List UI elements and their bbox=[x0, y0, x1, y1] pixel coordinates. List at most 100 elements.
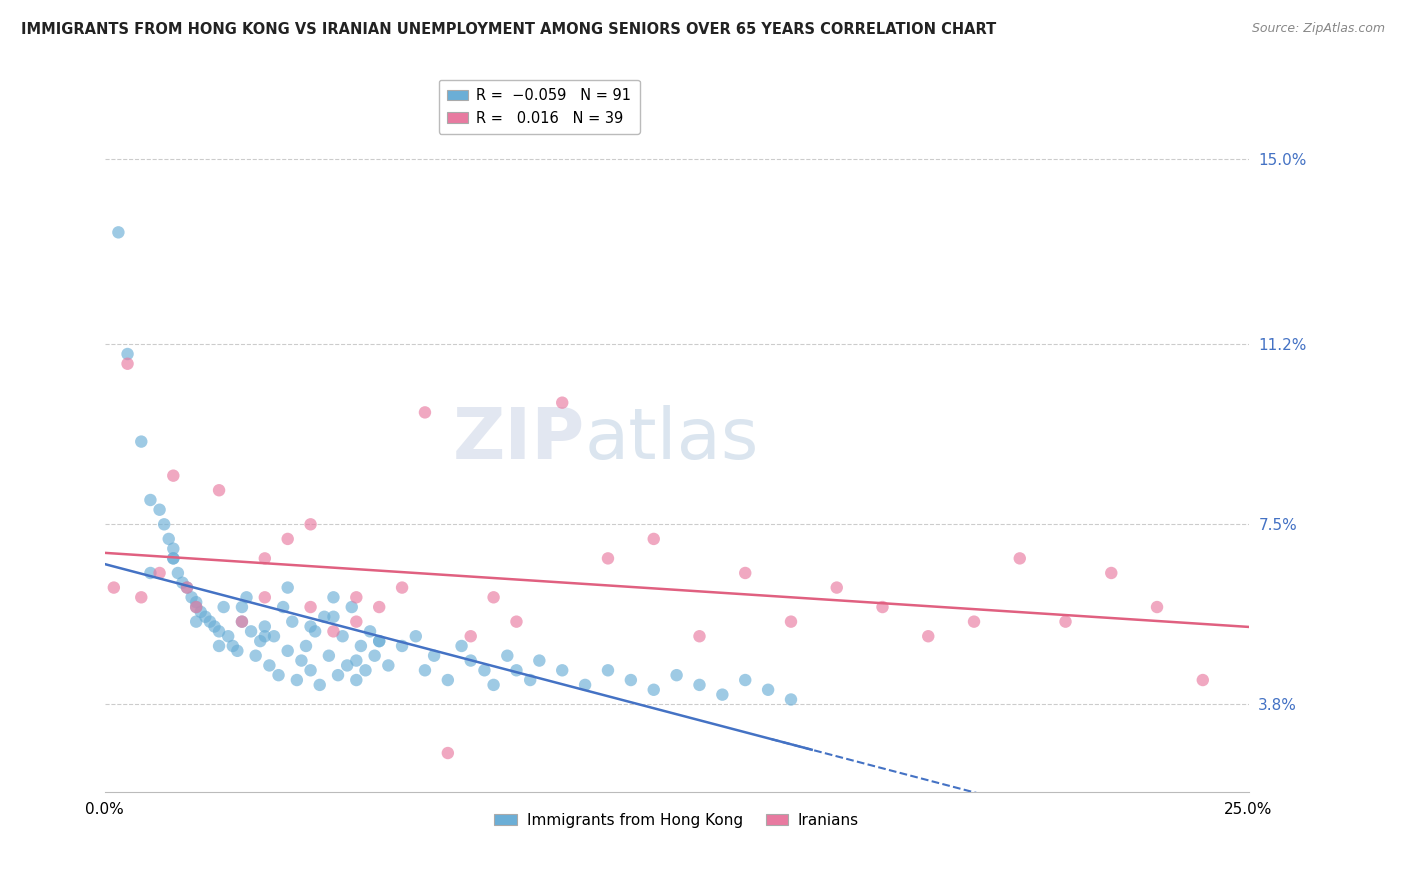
Point bbox=[344, 615, 367, 629]
Point bbox=[129, 434, 152, 449]
Text: IMMIGRANTS FROM HONG KONG VS IRANIAN UNEMPLOYMENT AMONG SENIORS OVER 65 YEARS CO: IMMIGRANTS FROM HONG KONG VS IRANIAN UNE… bbox=[21, 22, 997, 37]
Point bbox=[139, 493, 162, 508]
Point bbox=[162, 541, 184, 556]
Point bbox=[734, 566, 756, 580]
Point bbox=[176, 581, 198, 595]
Point bbox=[326, 668, 349, 682]
Point bbox=[186, 600, 208, 615]
Point bbox=[103, 581, 125, 595]
Point bbox=[482, 678, 505, 692]
Point bbox=[277, 581, 299, 595]
Point bbox=[322, 624, 344, 639]
Point bbox=[963, 615, 986, 629]
Point bbox=[344, 673, 367, 687]
Point bbox=[186, 615, 208, 629]
Point bbox=[186, 595, 208, 609]
Point bbox=[253, 551, 276, 566]
Point bbox=[1146, 600, 1168, 615]
Point bbox=[277, 644, 299, 658]
Point bbox=[551, 663, 574, 677]
Point bbox=[162, 468, 184, 483]
Point bbox=[222, 639, 245, 653]
Point bbox=[253, 591, 276, 605]
Point bbox=[180, 591, 202, 605]
Point bbox=[1054, 615, 1077, 629]
Point bbox=[318, 648, 340, 663]
Point bbox=[872, 600, 894, 615]
Point bbox=[529, 654, 551, 668]
Point bbox=[172, 575, 194, 590]
Point bbox=[299, 663, 322, 677]
Point bbox=[359, 624, 381, 639]
Point bbox=[231, 615, 253, 629]
Point bbox=[117, 347, 139, 361]
Point bbox=[299, 517, 322, 532]
Point bbox=[129, 591, 152, 605]
Point bbox=[756, 682, 779, 697]
Point bbox=[377, 658, 399, 673]
Point bbox=[368, 634, 391, 648]
Point bbox=[208, 483, 231, 498]
Point bbox=[277, 532, 299, 546]
Point bbox=[460, 629, 482, 643]
Point bbox=[354, 663, 377, 677]
Point bbox=[176, 581, 198, 595]
Point bbox=[235, 591, 257, 605]
Point bbox=[263, 629, 285, 643]
Point bbox=[290, 654, 312, 668]
Point bbox=[482, 591, 505, 605]
Point bbox=[332, 629, 354, 643]
Point bbox=[363, 648, 385, 663]
Point bbox=[322, 591, 344, 605]
Point bbox=[208, 639, 231, 653]
Point bbox=[368, 634, 391, 648]
Point bbox=[368, 600, 391, 615]
Point bbox=[259, 658, 281, 673]
Point bbox=[253, 619, 276, 633]
Point bbox=[285, 673, 308, 687]
Point bbox=[405, 629, 427, 643]
Point bbox=[474, 663, 496, 677]
Point bbox=[226, 644, 249, 658]
Point bbox=[148, 566, 170, 580]
Point bbox=[391, 581, 413, 595]
Point bbox=[917, 629, 939, 643]
Point bbox=[344, 591, 367, 605]
Point bbox=[231, 615, 253, 629]
Point bbox=[1099, 566, 1122, 580]
Point bbox=[665, 668, 688, 682]
Point bbox=[643, 682, 665, 697]
Point bbox=[308, 678, 330, 692]
Point bbox=[253, 629, 276, 643]
Point bbox=[460, 654, 482, 668]
Point bbox=[299, 600, 322, 615]
Text: Source: ZipAtlas.com: Source: ZipAtlas.com bbox=[1251, 22, 1385, 36]
Point bbox=[231, 600, 253, 615]
Point bbox=[551, 395, 574, 409]
Point bbox=[1191, 673, 1213, 687]
Text: ZIP: ZIP bbox=[453, 405, 585, 474]
Point bbox=[496, 648, 519, 663]
Point bbox=[336, 658, 359, 673]
Point bbox=[689, 678, 711, 692]
Point bbox=[204, 619, 226, 633]
Point bbox=[689, 629, 711, 643]
Point bbox=[117, 357, 139, 371]
Point bbox=[162, 551, 184, 566]
Point bbox=[596, 551, 619, 566]
Point bbox=[391, 639, 413, 653]
Point bbox=[413, 405, 436, 419]
Point bbox=[304, 624, 326, 639]
Point bbox=[186, 600, 208, 615]
Point bbox=[245, 648, 267, 663]
Point bbox=[620, 673, 643, 687]
Point bbox=[505, 663, 527, 677]
Point bbox=[574, 678, 596, 692]
Point bbox=[299, 619, 322, 633]
Point bbox=[139, 566, 162, 580]
Point bbox=[711, 688, 734, 702]
Point bbox=[350, 639, 373, 653]
Point bbox=[340, 600, 363, 615]
Point bbox=[240, 624, 263, 639]
Point bbox=[194, 609, 217, 624]
